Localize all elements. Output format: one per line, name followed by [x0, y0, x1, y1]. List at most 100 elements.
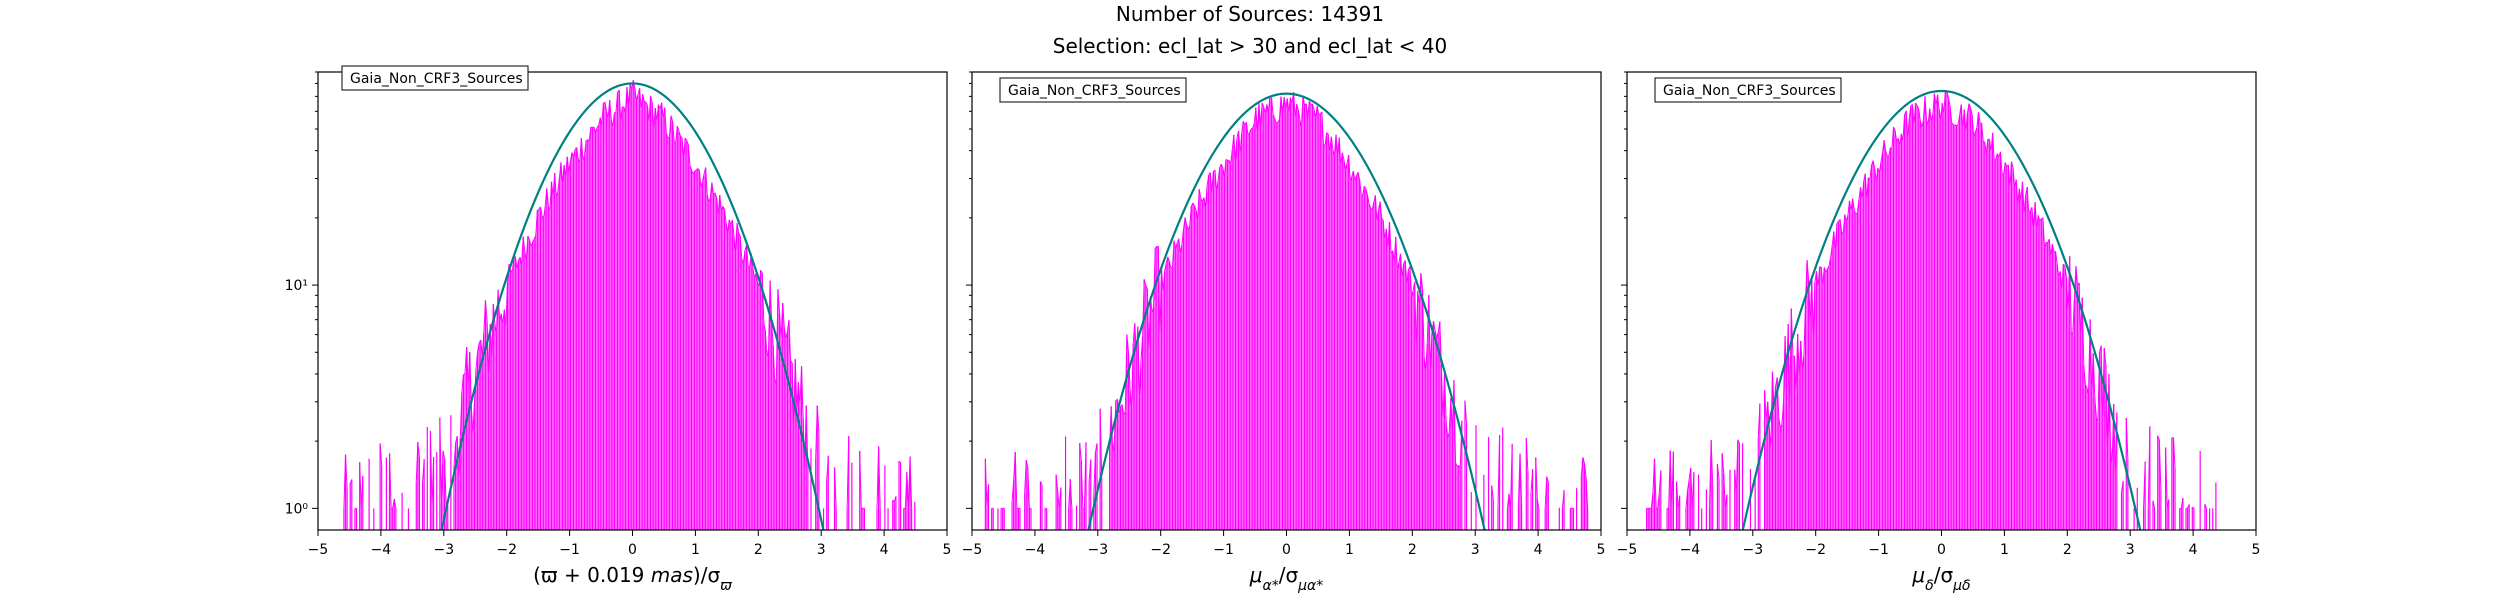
histogram-step	[1374, 195, 1378, 223]
histogram-step	[1825, 268, 1828, 273]
histogram-step	[723, 209, 727, 223]
histogram-step	[1242, 121, 1246, 126]
histogram-step	[1817, 266, 1821, 288]
histogram-step	[2152, 500, 2156, 509]
histogram-step	[1948, 98, 1951, 107]
x-tick-label: −4	[371, 542, 392, 558]
histogram-step	[1937, 94, 1940, 110]
histogram-series	[984, 92, 1589, 530]
histogram-step	[1276, 121, 1279, 124]
histogram-step	[893, 496, 897, 503]
legend-label: Gaia_Non_CRF3_Sources	[1663, 83, 1836, 99]
histogram-step	[2073, 265, 2077, 300]
histogram-step	[1823, 267, 1827, 273]
histogram-step	[739, 236, 743, 259]
x-tick-label: −1	[1213, 542, 1234, 558]
histogram-step	[777, 289, 781, 313]
figure-title: Number of Sources: 14391	[1115, 2, 1385, 26]
histogram-step	[554, 172, 557, 197]
histogram-step	[1525, 438, 1529, 472]
histogram-step	[681, 138, 685, 158]
histogram-step	[664, 107, 667, 134]
histogram-step	[1381, 218, 1384, 221]
histogram-step	[1164, 263, 1167, 272]
histogram-step	[1297, 110, 1301, 120]
histogram-step	[1820, 267, 1824, 285]
histogram-step	[1894, 130, 1898, 142]
histogram-step	[1779, 424, 1783, 428]
histogram-step	[876, 446, 880, 509]
histogram-step	[1919, 120, 1923, 128]
y-tick-label: 10¹	[285, 278, 308, 294]
histogram-step	[1293, 92, 1296, 118]
histogram-step	[738, 232, 741, 237]
histogram-series	[1646, 89, 2217, 530]
x-tick-label: −4	[1680, 542, 1701, 558]
histogram-step	[796, 382, 799, 411]
histogram-step	[788, 320, 792, 361]
histogram-step	[1797, 333, 1800, 377]
histogram-step	[1349, 176, 1353, 182]
histogram-step	[1506, 493, 1510, 509]
histogram-step	[1308, 101, 1312, 105]
chart-panel-2: −5 −4 −3 −2 −1 0 1 2 3 4 5 Gaia_Non_CRF3_Sources μα*…	[962, 71, 1605, 594]
histogram-step	[794, 359, 798, 411]
histogram-step	[1850, 198, 1854, 211]
histogram-step	[2009, 161, 2012, 188]
histogram-step	[631, 80, 634, 90]
histogram-step	[2003, 162, 2006, 175]
histogram-step	[1093, 452, 1096, 494]
histogram-step	[1874, 168, 1877, 182]
histogram-step	[651, 102, 655, 129]
histogram-step	[1401, 263, 1405, 279]
histogram-step	[1181, 229, 1184, 246]
x-tick-label: −3	[1742, 542, 1763, 558]
histogram-step	[1687, 479, 1690, 491]
histogram-step	[1058, 487, 1062, 509]
histogram-step	[678, 131, 681, 137]
histogram-step	[1154, 246, 1158, 249]
histogram-step	[1781, 403, 1784, 425]
histogram-step	[1307, 101, 1310, 118]
histogram-step	[1368, 203, 1372, 209]
histogram-step	[2113, 404, 2116, 476]
histogram-step	[764, 330, 768, 358]
histogram-step	[1258, 103, 1262, 126]
histogram-step	[565, 156, 568, 178]
histogram-step	[752, 267, 755, 278]
histogram-step	[569, 152, 573, 162]
x-tick-label: −1	[1868, 542, 1889, 558]
histogram-step	[1806, 260, 1810, 281]
histogram-step	[1795, 333, 1799, 394]
histogram-step	[1583, 463, 1587, 478]
legend: Gaia_Non_CRF3_Sources	[341, 65, 529, 91]
histogram-step	[1918, 109, 1921, 121]
histogram-step	[1847, 200, 1851, 216]
histogram-step	[1168, 261, 1172, 269]
histogram-step	[1716, 463, 1720, 480]
histogram-step	[1274, 118, 1277, 124]
histogram-step	[694, 169, 697, 172]
histogram-step	[1544, 476, 1548, 509]
histogram-step	[1352, 170, 1356, 182]
histogram-step	[1856, 199, 1860, 214]
histogram-step	[734, 222, 738, 252]
histogram-step	[2108, 373, 2112, 448]
histogram-step	[546, 188, 549, 207]
histogram-step	[2039, 218, 2042, 222]
histogram-step	[1094, 443, 1098, 453]
histogram-step	[1151, 306, 1155, 314]
histogram-step	[439, 417, 442, 504]
histogram-step	[595, 127, 598, 133]
histogram-step	[604, 102, 608, 112]
histogram-step	[483, 300, 486, 333]
histogram-step	[1561, 489, 1565, 509]
histogram-step	[596, 125, 600, 128]
histogram-step	[343, 454, 347, 509]
histogram-step	[1453, 380, 1457, 463]
histogram-step	[1735, 439, 1739, 494]
histogram-step	[2187, 504, 2190, 509]
x-tick-label: 4	[1534, 542, 1543, 558]
histogram-step	[1039, 481, 1043, 486]
histogram-step	[2103, 348, 2107, 366]
